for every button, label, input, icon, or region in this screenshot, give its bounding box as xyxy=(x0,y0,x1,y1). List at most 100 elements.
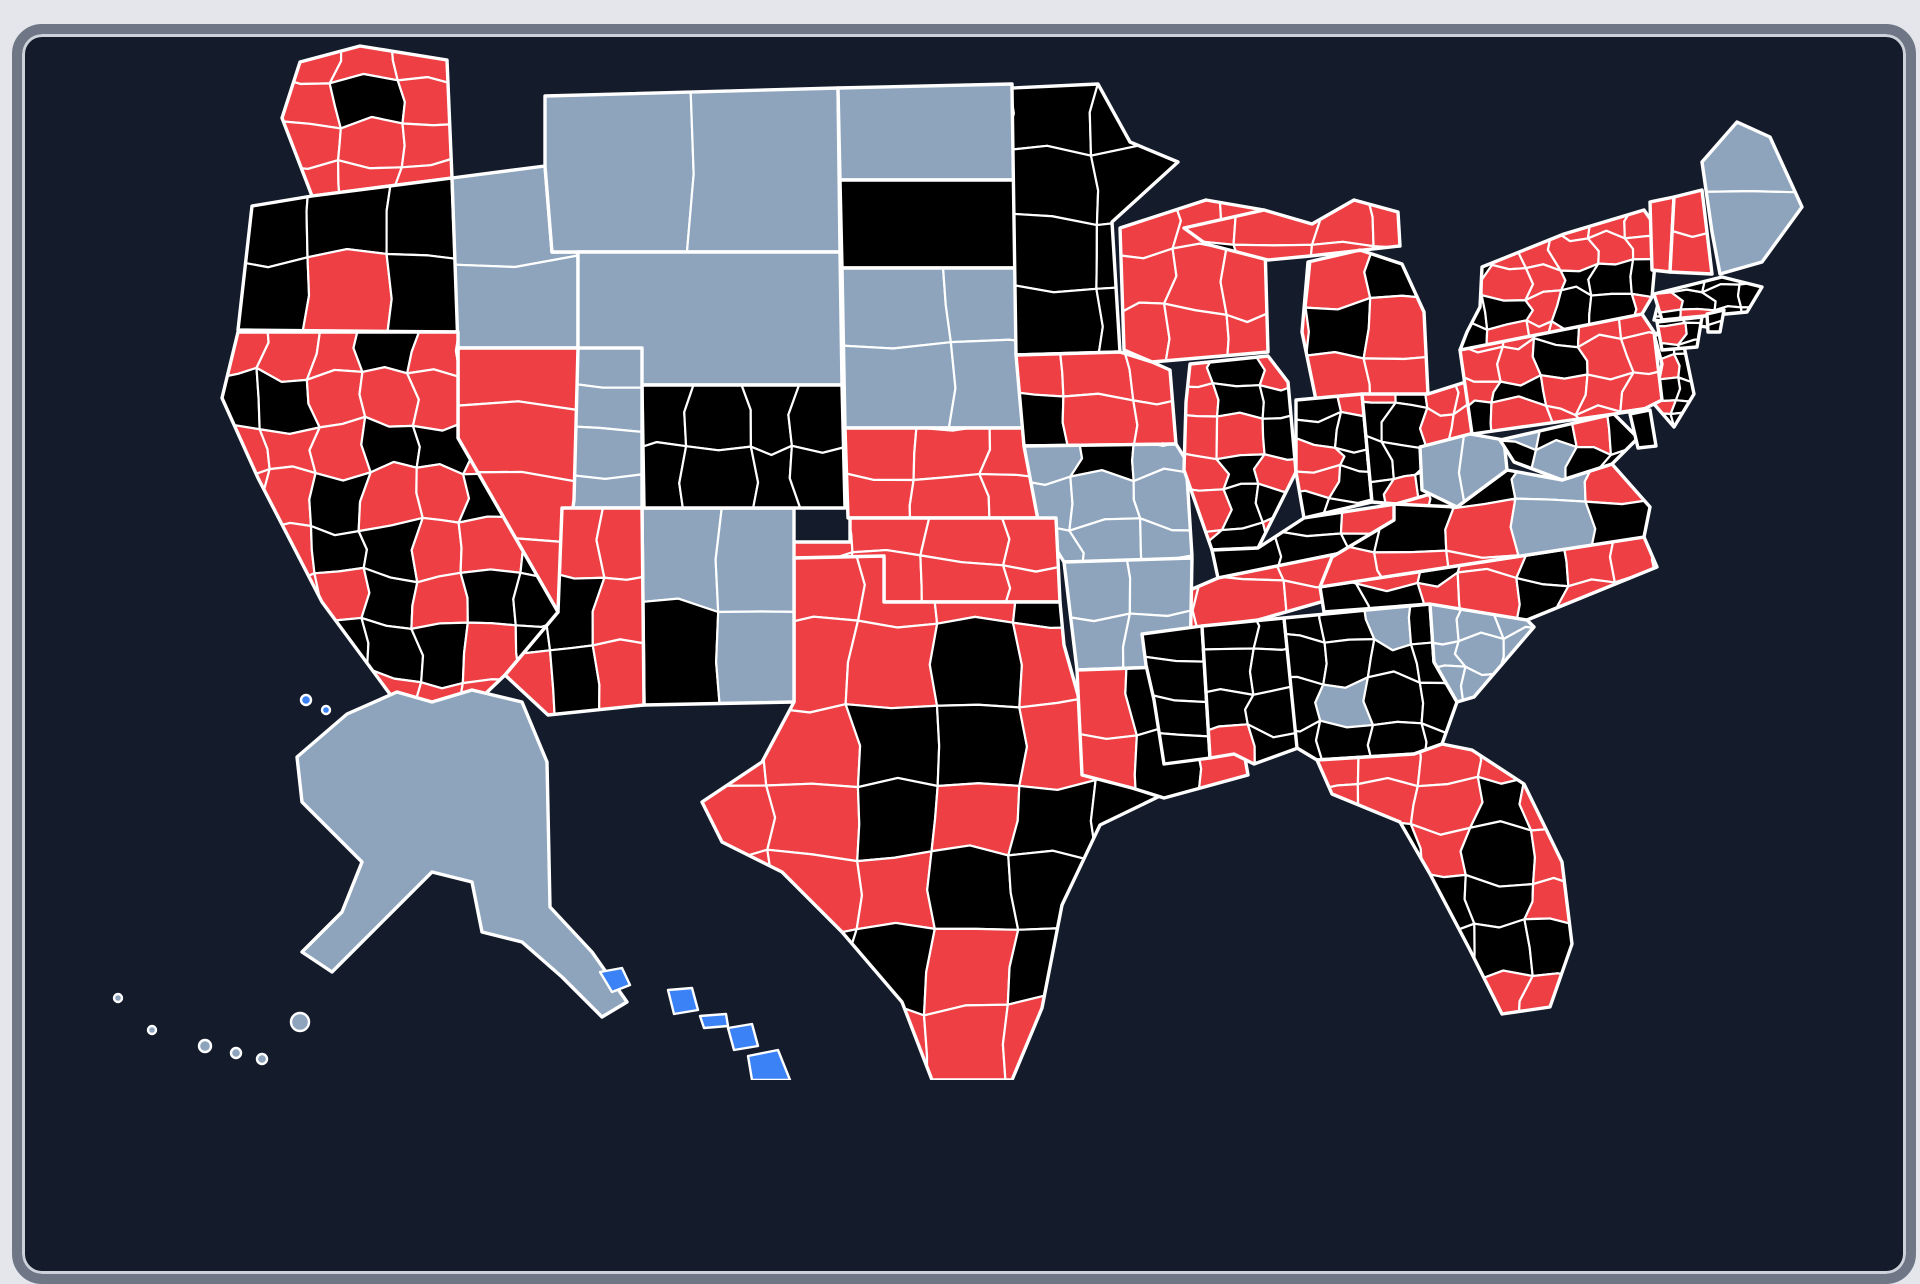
district-in-9[interactable] xyxy=(1281,489,1331,529)
district-tx-19[interactable] xyxy=(687,784,777,863)
district-in-8[interactable] xyxy=(1327,463,1387,505)
district-tx-41[interactable] xyxy=(1001,994,1087,1080)
district-tx-34[interactable] xyxy=(922,927,1020,1017)
state-il[interactable] xyxy=(1168,345,1309,568)
district-sc-9[interactable] xyxy=(1496,672,1543,715)
district-or-1[interactable] xyxy=(229,166,311,269)
district-mn-1[interactable] xyxy=(1003,69,1104,157)
district-mt-2[interactable] xyxy=(684,82,849,270)
district-nv-2[interactable] xyxy=(450,400,589,485)
alaska-kodiak[interactable] xyxy=(289,1011,311,1033)
channel-island-2[interactable] xyxy=(320,704,332,716)
state-sd[interactable] xyxy=(838,178,1018,270)
state-nd[interactable] xyxy=(836,82,1016,182)
district-fl-4[interactable] xyxy=(1476,741,1531,785)
district-az-8[interactable] xyxy=(548,644,601,732)
hawaii-kauai[interactable] xyxy=(598,966,632,994)
district-oh-14[interactable] xyxy=(1382,473,1424,515)
district-fl-10[interactable] xyxy=(1518,777,1592,839)
district-in-2[interactable] xyxy=(1330,379,1386,418)
aleutian-2[interactable] xyxy=(229,1046,243,1060)
district-ia-6[interactable] xyxy=(1131,398,1192,453)
district-ga-11[interactable] xyxy=(1362,670,1425,727)
district-mi-3[interactable] xyxy=(1310,188,1375,248)
district-ne-1[interactable] xyxy=(830,256,952,350)
district-fl-25[interactable] xyxy=(1523,917,1582,979)
district-ct-4[interactable] xyxy=(1676,321,1717,347)
district-fl-27[interactable] xyxy=(1355,977,1424,1028)
district-tx-21[interactable] xyxy=(856,776,939,863)
district-fl-26[interactable] xyxy=(1305,969,1362,1028)
district-tx-9[interactable] xyxy=(844,619,939,710)
district-tx-10[interactable] xyxy=(928,615,1023,709)
district-tx-20[interactable] xyxy=(765,782,861,863)
district-fl-28[interactable] xyxy=(1413,980,1481,1023)
channel-island-1[interactable] xyxy=(299,693,313,707)
district-ga-14[interactable] xyxy=(1314,719,1375,766)
district-ca-33[interactable] xyxy=(410,516,463,584)
state-wa[interactable] xyxy=(262,34,466,209)
aleutian-3[interactable] xyxy=(255,1052,269,1066)
district-ny-7[interactable] xyxy=(1446,225,1494,266)
state-nm[interactable] xyxy=(630,497,808,716)
district-ca-26[interactable] xyxy=(415,463,471,524)
district-ca-50[interactable] xyxy=(212,667,279,729)
state-mo[interactable] xyxy=(1015,431,1206,581)
district-tx-31[interactable] xyxy=(692,936,783,1020)
state-ak[interactable] xyxy=(295,688,629,1019)
us-congressional-district-map[interactable] xyxy=(0,0,1920,1080)
state-in[interactable] xyxy=(1281,379,1389,530)
district-sc-8[interactable] xyxy=(1459,665,1508,715)
district-il-9[interactable] xyxy=(1261,412,1310,461)
district-tx-14[interactable] xyxy=(761,703,862,789)
district-fl-21[interactable] xyxy=(1301,922,1370,980)
district-ne-3[interactable] xyxy=(835,341,957,436)
district-tx-30[interactable] xyxy=(1091,857,1172,934)
state-de[interactable] xyxy=(1628,408,1658,450)
state-co[interactable] xyxy=(624,369,858,522)
district-ia-5[interactable] xyxy=(1061,392,1139,451)
district-fl-17[interactable] xyxy=(1356,865,1424,936)
district-tx-28[interactable] xyxy=(926,844,1020,931)
district-ca-43[interactable] xyxy=(207,624,273,674)
district-mi-4[interactable] xyxy=(1364,185,1443,250)
district-or-5[interactable] xyxy=(301,247,393,344)
district-fl-7[interactable] xyxy=(1356,776,1419,829)
district-mi-2[interactable] xyxy=(1232,193,1322,247)
district-fl-22[interactable] xyxy=(1359,930,1424,984)
district-ca-8[interactable] xyxy=(211,366,261,433)
district-al-6[interactable] xyxy=(1244,683,1299,739)
district-ca-41[interactable] xyxy=(459,568,522,627)
district-tx-22[interactable] xyxy=(930,782,1021,857)
district-mi-12[interactable] xyxy=(1362,294,1444,361)
district-ca-22[interactable] xyxy=(213,468,271,530)
district-tx-33[interactable] xyxy=(843,921,936,1017)
district-tx-36[interactable] xyxy=(1084,928,1163,1015)
district-az-6[interactable] xyxy=(591,574,649,647)
district-ca-44[interactable] xyxy=(259,622,324,677)
district-nc-14[interactable] xyxy=(1612,574,1662,633)
district-tx-26[interactable] xyxy=(766,848,864,939)
state-fl[interactable] xyxy=(1298,724,1591,1028)
district-tx-32[interactable] xyxy=(778,928,858,1015)
district-nj-8[interactable] xyxy=(1674,376,1707,403)
district-or-3[interactable] xyxy=(385,163,471,262)
district-co-8[interactable] xyxy=(788,443,853,520)
district-fl-23[interactable] xyxy=(1407,922,1476,989)
hawaii-molokai[interactable] xyxy=(698,1012,730,1030)
district-ok-8[interactable] xyxy=(1002,564,1074,611)
state-mt[interactable] xyxy=(525,82,849,270)
district-ny-1[interactable] xyxy=(1445,197,1494,234)
district-fl-20[interactable] xyxy=(1523,876,1576,927)
district-ca-40[interactable] xyxy=(410,571,469,630)
state-or[interactable] xyxy=(220,163,471,345)
district-ca-36[interactable] xyxy=(209,568,270,632)
district-ca-23[interactable] xyxy=(260,465,317,529)
district-co-5[interactable] xyxy=(624,441,688,520)
district-fl-5[interactable] xyxy=(1523,741,1580,792)
district-mt-1[interactable] xyxy=(525,82,695,266)
district-tx-40[interactable] xyxy=(922,1003,1009,1080)
hawaii-oahu[interactable] xyxy=(666,986,700,1016)
district-tx-13[interactable] xyxy=(696,704,775,787)
district-ca-29[interactable] xyxy=(213,523,271,581)
